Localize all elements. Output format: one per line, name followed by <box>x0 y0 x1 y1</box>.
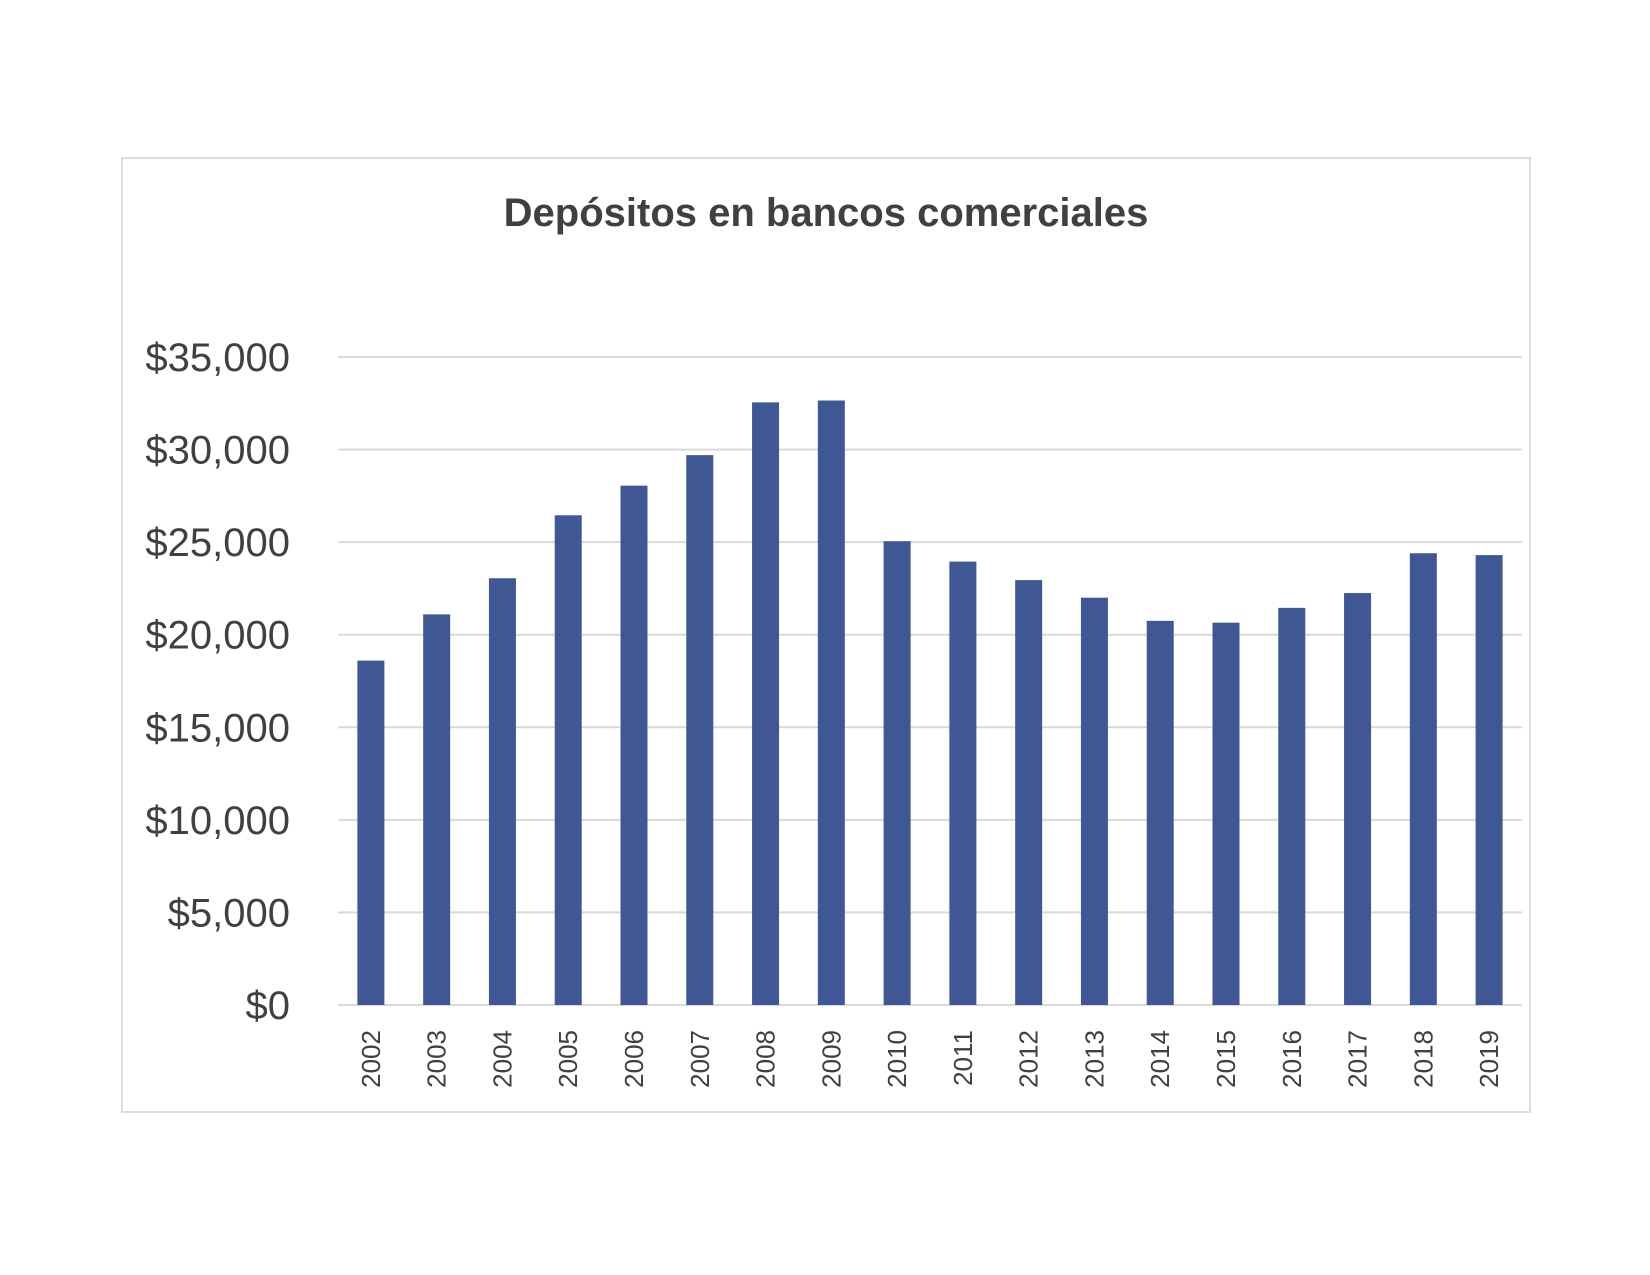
bar-2012 <box>1015 580 1043 1005</box>
x-tick-label: 2013 <box>1079 1030 1109 1088</box>
bar-2016 <box>1278 607 1306 1005</box>
bars <box>357 400 1503 1006</box>
y-tick-label: $35,000 <box>145 336 290 380</box>
bar-2004 <box>488 578 516 1005</box>
bar-2015 <box>1212 622 1240 1005</box>
bar-2007 <box>686 455 714 1005</box>
y-tick-label: $25,000 <box>145 521 290 565</box>
x-tick-label: 2004 <box>487 1030 517 1088</box>
bar-2014 <box>1146 620 1174 1005</box>
bar-2002 <box>357 660 385 1005</box>
bar-2011 <box>949 561 977 1005</box>
bar-2008 <box>752 402 780 1005</box>
bar-2017 <box>1344 593 1372 1005</box>
y-tick-label: $5,000 <box>168 891 290 935</box>
x-tick-label: 2010 <box>882 1030 912 1088</box>
x-tick-label: 2002 <box>356 1030 386 1088</box>
x-tick-label: 2019 <box>1474 1030 1504 1088</box>
x-tick-label: 2009 <box>816 1030 846 1088</box>
bar-2003 <box>423 614 451 1005</box>
y-tick-label: $15,000 <box>145 706 290 750</box>
x-tick-label: 2005 <box>553 1030 583 1088</box>
gridlines <box>338 356 1522 1006</box>
x-tick-label: 2011 <box>948 1030 978 1086</box>
x-tick-label: 2007 <box>685 1030 715 1088</box>
y-tick-label: $10,000 <box>145 799 290 843</box>
bar-2018 <box>1409 553 1437 1005</box>
chart-title: Depósitos en bancos comerciales <box>504 191 1149 235</box>
bar-2006 <box>620 485 648 1005</box>
bar-2013 <box>1080 597 1108 1005</box>
x-tick-label: 2014 <box>1145 1030 1175 1088</box>
y-tick-label: $30,000 <box>145 429 290 473</box>
y-tick-label: $20,000 <box>145 614 290 658</box>
bar-2010 <box>883 541 911 1005</box>
bar-2009 <box>817 400 845 1006</box>
bar-2019 <box>1475 555 1503 1005</box>
x-tick-label: 2012 <box>1014 1030 1044 1088</box>
y-axis-ticks: $0 $5,000 $10,000 $15,000 $20,000 $25,000 $30,… <box>145 336 290 1028</box>
x-tick-label: 2018 <box>1408 1030 1438 1088</box>
y-tick-label: $0 <box>246 984 291 1028</box>
bar-2005 <box>554 515 582 1005</box>
x-tick-label: 2003 <box>422 1030 452 1088</box>
x-tick-label: 2015 <box>1211 1030 1241 1088</box>
x-tick-label: 2016 <box>1277 1030 1307 1088</box>
x-tick-label: 2017 <box>1343 1030 1373 1088</box>
x-axis-ticks: 2002 2003 2004 2005 2006 2007 2008 2009 2010 2011… <box>356 1030 1504 1088</box>
x-tick-label: 2006 <box>619 1030 649 1088</box>
x-tick-label: 2008 <box>751 1030 781 1088</box>
